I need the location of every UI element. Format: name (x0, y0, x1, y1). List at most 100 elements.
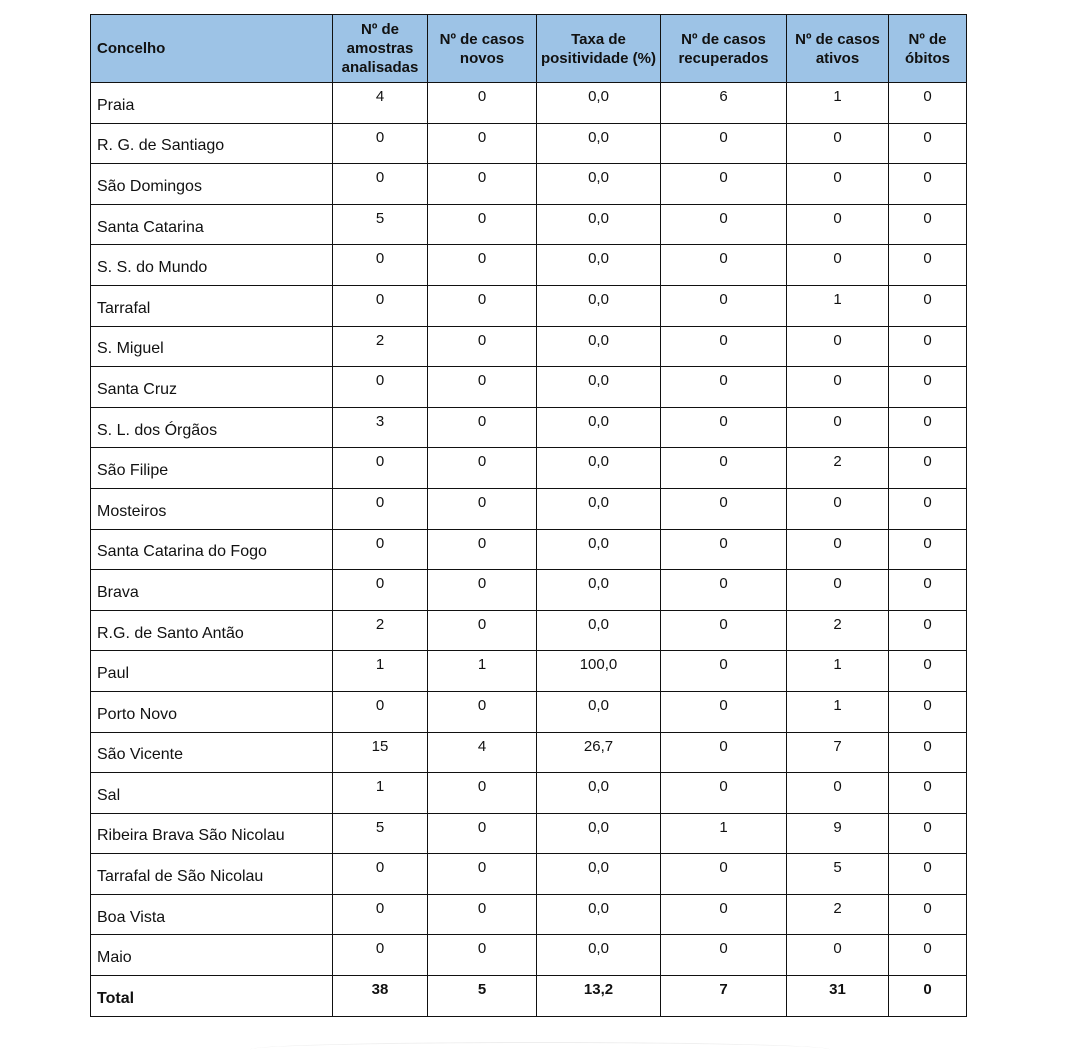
amostras-cell: 0 (332, 447, 428, 489)
casos-novos-cell: 0 (427, 569, 537, 611)
obitos-cell: 0 (888, 122, 967, 165)
recuperados-cell: 0 (660, 244, 787, 286)
obitos-cell: 0 (888, 163, 967, 205)
taxa-cell: 0,0 (536, 244, 661, 286)
ativos-cell: 31 (786, 975, 889, 1017)
obitos-cell: 0 (888, 975, 967, 1017)
table-row: Ribeira Brava São Nicolau 5 0 0,0 1 9 0 (90, 812, 967, 855)
amostras-cell: 1 (332, 650, 428, 692)
taxa-cell: 0,0 (536, 853, 661, 895)
table-row: S. L. dos Órgãos 3 0 0,0 0 0 0 (90, 406, 967, 449)
amostras-cell: 2 (332, 325, 428, 368)
ativos-cell: 0 (786, 122, 889, 165)
taxa-cell: 0,0 (536, 528, 661, 571)
taxa-cell: 0,0 (536, 772, 661, 814)
taxa-cell: 0,0 (536, 447, 661, 489)
amostras-cell: 5 (332, 203, 428, 246)
obitos-cell: 0 (888, 650, 967, 692)
taxa-cell: 0,0 (536, 82, 661, 124)
ativos-cell: 1 (786, 82, 889, 124)
recuperados-cell: 0 (660, 284, 787, 327)
concelho-cell: S. Miguel (90, 325, 333, 368)
recuperados-cell: 0 (660, 366, 787, 408)
table-row: Maio 0 0 0,0 0 0 0 (90, 934, 967, 977)
concelho-cell: Porto Novo (90, 690, 333, 733)
recuperados-cell: 0 (660, 163, 787, 205)
casos-novos-cell: 0 (427, 690, 537, 733)
table-row: São Domingos 0 0 0,0 0 0 0 (90, 163, 967, 205)
concelho-cell: Santa Catarina (90, 203, 333, 246)
taxa-cell: 0,0 (536, 163, 661, 205)
ativos-cell: 0 (786, 406, 889, 449)
casos-novos-cell: 0 (427, 812, 537, 855)
taxa-cell: 0,0 (536, 812, 661, 855)
ativos-cell: 0 (786, 163, 889, 205)
concelho-cell: Brava (90, 569, 333, 611)
taxa-cell: 0,0 (536, 934, 661, 977)
header-ativos: Nº de casos ativos (786, 14, 889, 83)
header-row: Concelho Nº de amostras analisadas Nº de c… (90, 14, 967, 83)
recuperados-cell: 0 (660, 893, 787, 936)
recuperados-cell: 0 (660, 122, 787, 165)
ativos-cell: 5 (786, 853, 889, 895)
recuperados-cell: 0 (660, 406, 787, 449)
casos-novos-cell: 1 (427, 650, 537, 692)
concelho-cell: Maio (90, 934, 333, 977)
header-taxa: Taxa de positividade (%) (536, 14, 661, 83)
concelho-cell: R.G. de Santo Antão (90, 609, 333, 652)
obitos-cell: 0 (888, 366, 967, 408)
recuperados-cell: 0 (660, 487, 787, 530)
table-row: São Vicente 15 4 26,7 0 7 0 (90, 731, 967, 774)
amostras-cell: 0 (332, 853, 428, 895)
recuperados-cell: 0 (660, 934, 787, 977)
obitos-cell: 0 (888, 731, 967, 774)
obitos-cell: 0 (888, 609, 967, 652)
obitos-cell: 0 (888, 244, 967, 286)
header-casos-novos: Nº de casos novos (427, 14, 537, 83)
recuperados-cell: 0 (660, 203, 787, 246)
table-row: Santa Catarina do Fogo 0 0 0,0 0 0 0 (90, 528, 967, 571)
concelho-cell: Tarrafal de São Nicolau (90, 853, 333, 895)
concelho-cell: Boa Vista (90, 893, 333, 936)
ativos-cell: 0 (786, 325, 889, 368)
recuperados-cell: 0 (660, 528, 787, 571)
ativos-cell: 0 (786, 569, 889, 611)
obitos-cell: 0 (888, 325, 967, 368)
casos-novos-cell: 0 (427, 163, 537, 205)
casos-novos-cell: 0 (427, 609, 537, 652)
table-row: São Filipe 0 0 0,0 0 2 0 (90, 447, 967, 489)
obitos-cell: 0 (888, 82, 967, 124)
obitos-cell: 0 (888, 203, 967, 246)
table-row: Brava 0 0 0,0 0 0 0 (90, 569, 967, 611)
amostras-cell: 0 (332, 487, 428, 530)
amostras-cell: 38 (332, 975, 428, 1017)
casos-novos-cell: 0 (427, 406, 537, 449)
concelho-cell: Ribeira Brava São Nicolau (90, 812, 333, 855)
obitos-cell: 0 (888, 690, 967, 733)
taxa-cell: 0,0 (536, 366, 661, 408)
table-row: Tarrafal de São Nicolau 0 0 0,0 0 5 0 (90, 853, 967, 895)
recuperados-cell: 0 (660, 690, 787, 733)
taxa-cell: 0,0 (536, 203, 661, 246)
concelho-cell: São Filipe (90, 447, 333, 489)
ativos-cell: 0 (786, 528, 889, 571)
ativos-cell: 0 (786, 244, 889, 286)
concelho-cell: Praia (90, 82, 333, 124)
ativos-cell: 0 (786, 366, 889, 408)
amostras-cell: 0 (332, 934, 428, 977)
taxa-cell: 26,7 (536, 731, 661, 774)
casos-novos-cell: 0 (427, 284, 537, 327)
ativos-cell: 0 (786, 934, 889, 977)
amostras-cell: 2 (332, 609, 428, 652)
taxa-cell: 13,2 (536, 975, 661, 1017)
concelho-cell: R. G. de Santiago (90, 122, 333, 165)
obitos-cell: 0 (888, 853, 967, 895)
concelho-cell: Sal (90, 772, 333, 814)
obitos-cell: 0 (888, 487, 967, 530)
obitos-cell: 0 (888, 406, 967, 449)
recuperados-cell: 0 (660, 853, 787, 895)
table-row: R.G. de Santo Antão 2 0 0,0 0 2 0 (90, 609, 967, 652)
concelho-cell: S. L. dos Órgãos (90, 406, 333, 449)
table-row: Santa Cruz 0 0 0,0 0 0 0 (90, 366, 967, 408)
ativos-cell: 1 (786, 284, 889, 327)
